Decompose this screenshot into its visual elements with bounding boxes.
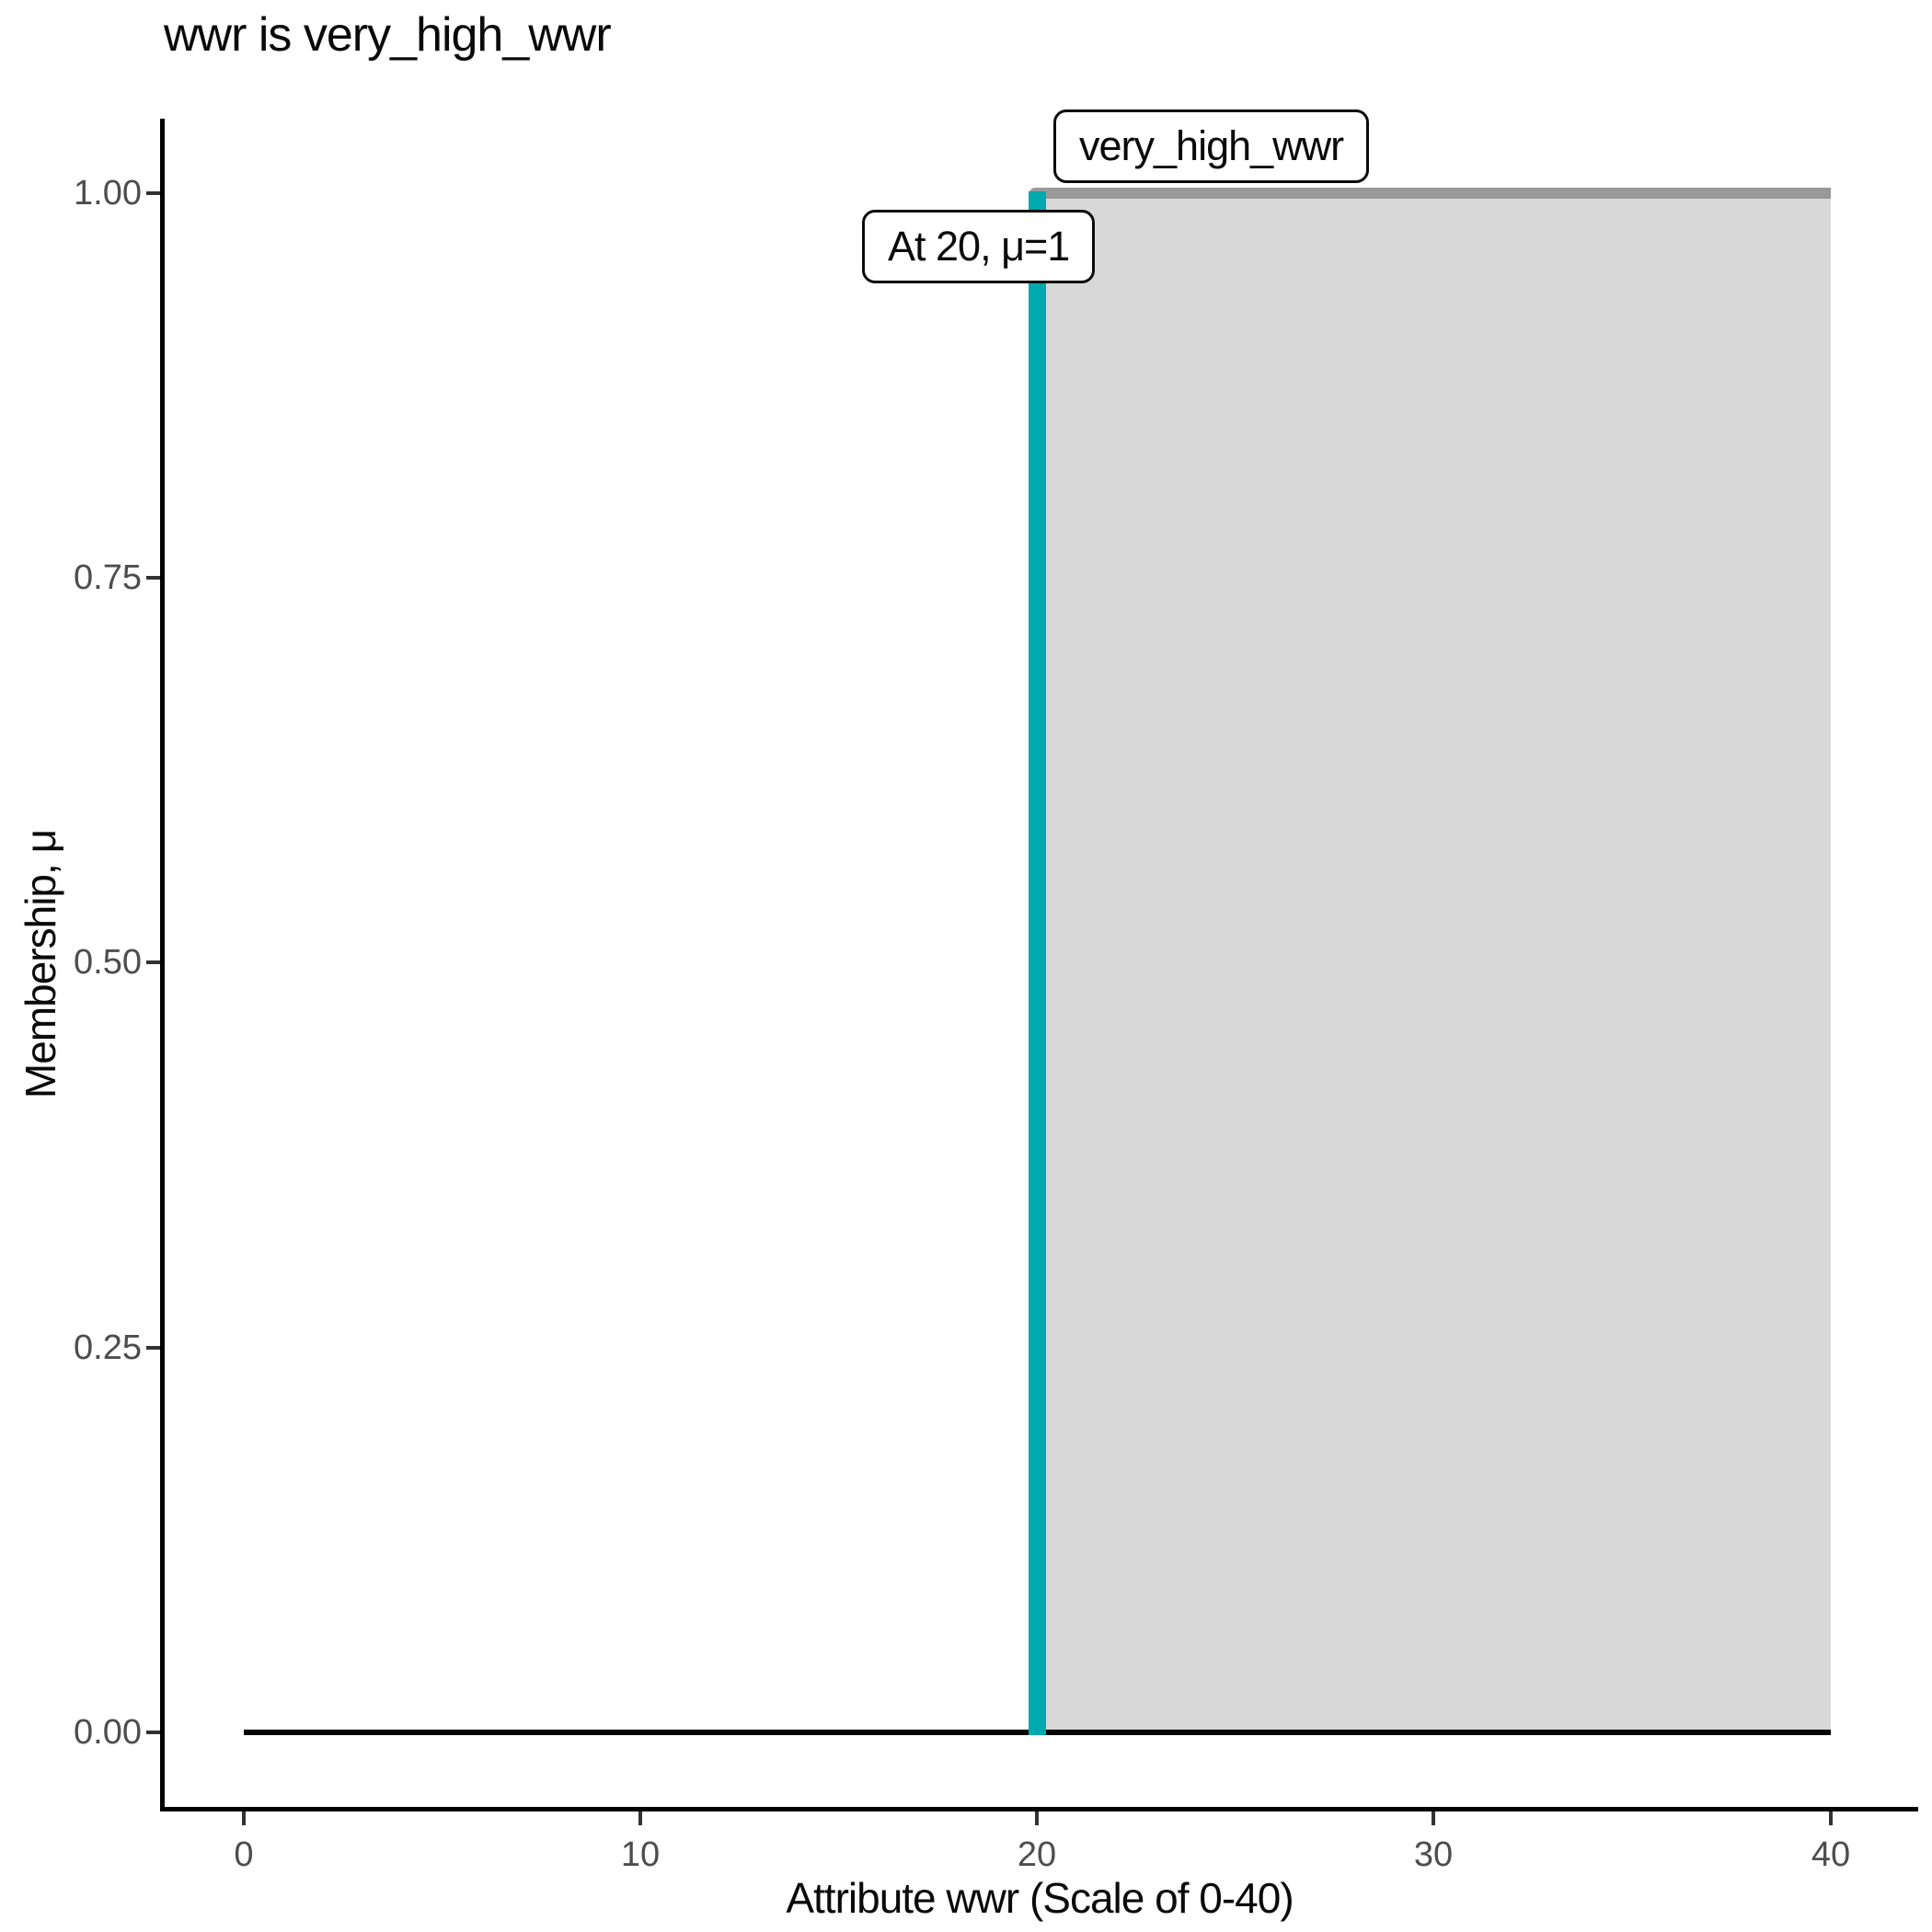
y-tick-mark-1.00 — [146, 191, 160, 195]
y-tick-label: 0.00 — [74, 1713, 142, 1752]
x-axis-title: Attribute wwr (Scale of 0-40) — [786, 1874, 1294, 1922]
point-annotation-label: At 20, μ=1 — [862, 210, 1096, 283]
chart-title: wwr is very_high_wwr — [164, 8, 612, 62]
y-tick-mark-0.75 — [146, 576, 160, 580]
x-tick-label: 40 — [1811, 1835, 1851, 1874]
x-tick-label: 10 — [620, 1835, 661, 1874]
y-axis-spine — [160, 119, 165, 1811]
set-name-label: very_high_wwr — [1053, 109, 1370, 183]
x-tick-label: 30 — [1413, 1835, 1454, 1874]
x-tick-mark-10 — [638, 1811, 642, 1825]
y-axis-title: Membership, μ — [17, 829, 64, 1099]
y-tick-mark-0.25 — [146, 1346, 160, 1350]
y-tick-label: 0.50 — [74, 943, 142, 982]
y-tick-mark-0.00 — [146, 1731, 160, 1734]
x-axis-spine — [160, 1807, 1918, 1811]
x-tick-mark-0 — [242, 1811, 246, 1825]
x-tick-label: 20 — [1017, 1835, 1057, 1874]
y-tick-mark-0.50 — [146, 960, 160, 964]
x-tick-mark-20 — [1035, 1811, 1039, 1825]
input-marker-line — [1029, 191, 1046, 1735]
y-tick-label: 1.00 — [74, 174, 142, 213]
membership-step-line — [1029, 188, 1831, 199]
membership-area-fill — [1037, 193, 1831, 1730]
y-tick-label: 0.75 — [74, 558, 142, 597]
x-tick-mark-40 — [1829, 1811, 1833, 1825]
x-tick-mark-30 — [1432, 1811, 1435, 1825]
y-tick-label: 0.25 — [74, 1328, 142, 1367]
x-tick-label: 0 — [234, 1835, 254, 1874]
